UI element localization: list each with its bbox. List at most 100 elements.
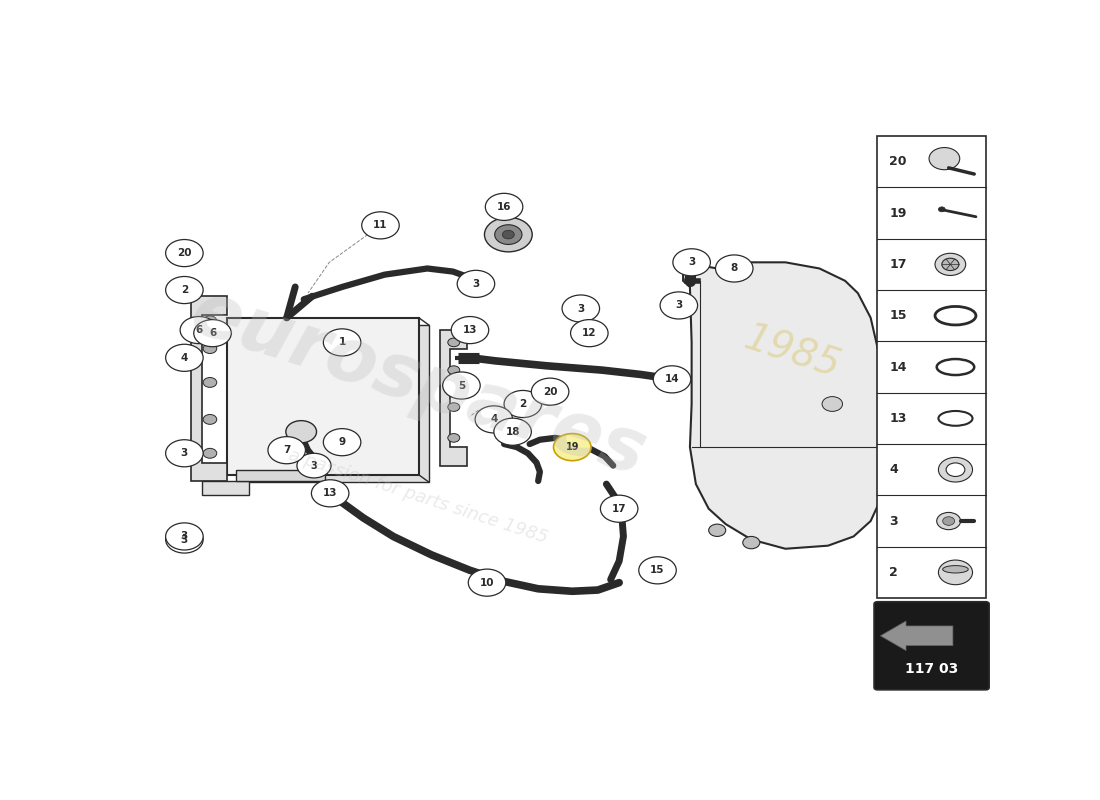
Text: 3: 3	[472, 279, 480, 289]
Text: 8: 8	[730, 263, 738, 274]
Polygon shape	[235, 470, 326, 481]
Ellipse shape	[943, 566, 968, 573]
Circle shape	[938, 560, 972, 585]
Circle shape	[531, 378, 569, 406]
Circle shape	[673, 249, 711, 276]
Circle shape	[362, 212, 399, 239]
Text: 3: 3	[180, 534, 188, 545]
Text: 2: 2	[890, 566, 899, 579]
Circle shape	[166, 526, 204, 553]
Text: 7: 7	[283, 445, 290, 455]
Circle shape	[943, 517, 955, 526]
Text: 3: 3	[578, 303, 584, 314]
Text: 1985: 1985	[739, 318, 845, 386]
Circle shape	[311, 480, 349, 507]
FancyBboxPatch shape	[202, 481, 250, 494]
FancyBboxPatch shape	[878, 136, 986, 598]
Text: 15: 15	[650, 566, 664, 575]
Circle shape	[166, 277, 204, 303]
Text: 13: 13	[890, 412, 906, 425]
Text: 18: 18	[505, 426, 520, 437]
Text: 5: 5	[458, 381, 465, 390]
Text: 12: 12	[582, 328, 596, 338]
Circle shape	[571, 320, 608, 346]
FancyBboxPatch shape	[874, 602, 989, 690]
Circle shape	[166, 344, 204, 371]
Circle shape	[562, 295, 600, 322]
Text: 117 03: 117 03	[905, 662, 958, 676]
Polygon shape	[440, 330, 467, 466]
Circle shape	[485, 194, 522, 221]
Text: 20: 20	[543, 386, 558, 397]
Circle shape	[942, 258, 959, 270]
Text: 2: 2	[180, 285, 188, 295]
Circle shape	[448, 434, 460, 442]
Text: 1: 1	[339, 338, 345, 347]
Text: 6: 6	[196, 325, 202, 335]
Text: 15: 15	[890, 310, 906, 322]
Circle shape	[639, 557, 676, 584]
Circle shape	[503, 230, 515, 239]
Text: 13: 13	[323, 488, 338, 498]
FancyArrow shape	[880, 621, 953, 650]
Text: 19: 19	[565, 442, 579, 452]
Circle shape	[458, 270, 495, 298]
Text: 2: 2	[519, 399, 527, 409]
Circle shape	[484, 218, 532, 252]
Circle shape	[268, 437, 306, 464]
Circle shape	[822, 397, 843, 411]
Circle shape	[286, 421, 317, 443]
Text: 11: 11	[373, 220, 387, 230]
Circle shape	[180, 317, 218, 344]
Circle shape	[660, 292, 697, 319]
Text: 3: 3	[890, 514, 898, 527]
Circle shape	[194, 320, 231, 346]
Circle shape	[504, 390, 541, 418]
Circle shape	[601, 495, 638, 522]
Text: 3: 3	[688, 258, 695, 267]
Circle shape	[742, 537, 760, 549]
Text: 10: 10	[480, 578, 494, 588]
Text: 14: 14	[890, 361, 906, 374]
Circle shape	[708, 524, 726, 537]
Text: 16: 16	[497, 202, 512, 212]
Circle shape	[204, 378, 217, 387]
Circle shape	[297, 454, 331, 478]
Text: a passion for parts since 1985: a passion for parts since 1985	[286, 446, 550, 546]
Text: 3: 3	[180, 531, 188, 542]
FancyBboxPatch shape	[227, 318, 419, 475]
Circle shape	[166, 523, 204, 550]
Circle shape	[938, 458, 972, 482]
Text: 14: 14	[664, 374, 680, 384]
Circle shape	[451, 317, 488, 344]
Circle shape	[715, 255, 754, 282]
Text: 3: 3	[675, 301, 682, 310]
Text: 20: 20	[890, 155, 906, 168]
Circle shape	[204, 344, 217, 354]
Circle shape	[469, 569, 506, 596]
Circle shape	[653, 366, 691, 393]
Text: 17: 17	[890, 258, 906, 271]
Circle shape	[204, 414, 217, 424]
Circle shape	[448, 366, 460, 374]
Circle shape	[553, 434, 591, 461]
Circle shape	[935, 254, 966, 275]
Text: 4: 4	[890, 463, 899, 476]
Text: 3: 3	[310, 461, 317, 470]
Circle shape	[166, 239, 204, 266]
Text: eurospares: eurospares	[182, 276, 654, 492]
Text: 6: 6	[209, 328, 216, 338]
Circle shape	[938, 207, 945, 212]
Text: 13: 13	[463, 325, 477, 335]
Text: 3: 3	[180, 448, 188, 458]
Circle shape	[166, 440, 204, 467]
Circle shape	[448, 402, 460, 411]
Circle shape	[323, 329, 361, 356]
Text: 9: 9	[339, 437, 345, 447]
Circle shape	[204, 448, 217, 458]
Circle shape	[495, 225, 522, 245]
Circle shape	[946, 463, 965, 477]
Circle shape	[930, 147, 959, 170]
Circle shape	[442, 372, 481, 399]
Text: 4: 4	[491, 414, 497, 424]
